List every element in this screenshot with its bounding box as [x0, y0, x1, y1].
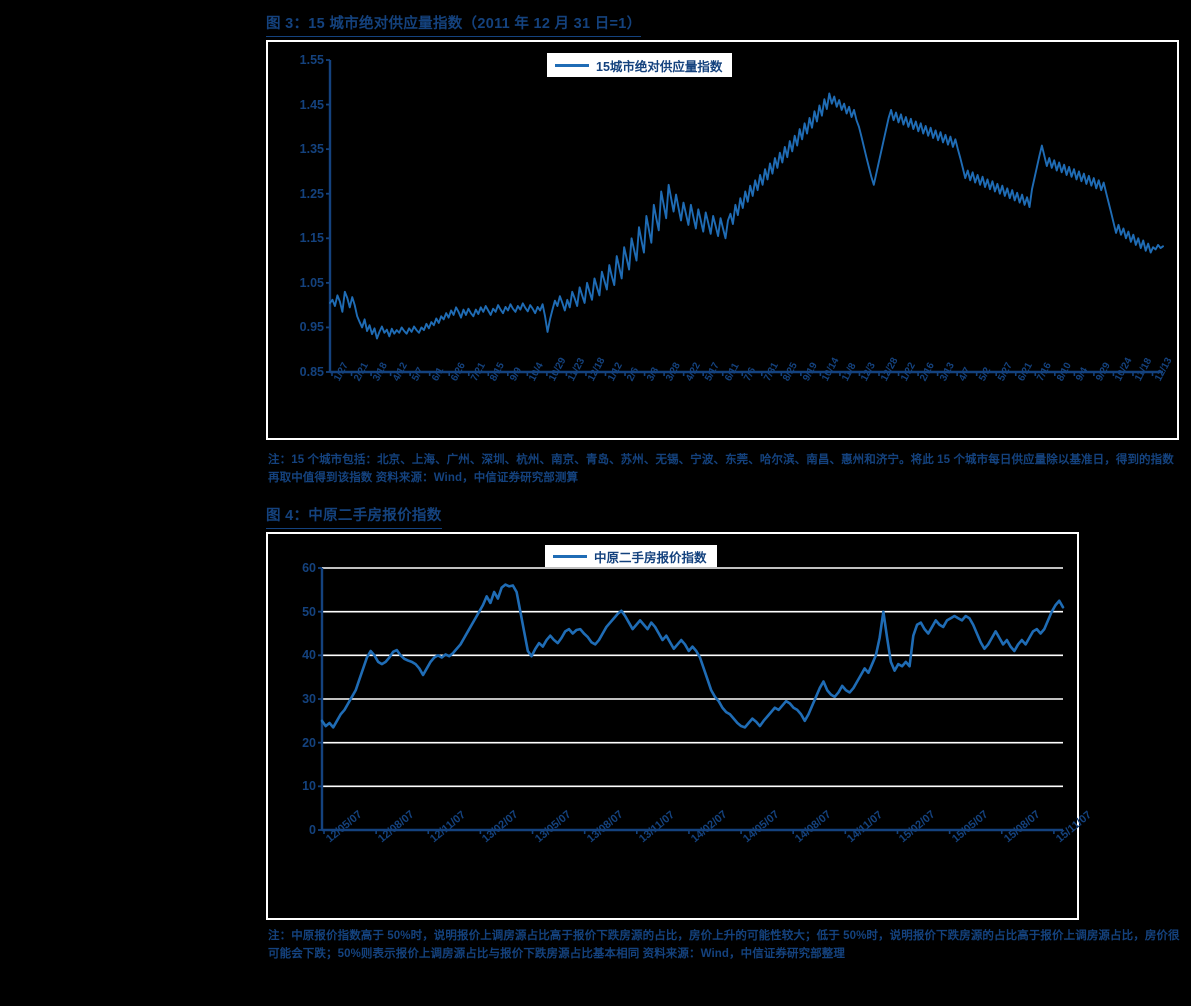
- y-axis-tick-label: 60: [302, 561, 316, 575]
- y-axis-tick-label: 50: [302, 604, 316, 619]
- y-axis-tick-label: 1.25: [299, 186, 324, 201]
- figure3-chart-frame: 0.85 0.95 1.05 1.15 1.25 1.35 1.45 1.55 1/27 2/21…: [266, 40, 1179, 440]
- fig4-plot-svg: [318, 567, 1065, 834]
- data-series-line: [320, 583, 1065, 729]
- figure3-legend-label: 15城市绝对供应量指数: [596, 59, 723, 74]
- legend-line-swatch-icon: [553, 554, 587, 558]
- figure4-legend-label: 中原二手房报价指数: [594, 550, 707, 565]
- figure3-title-underline: [266, 35, 642, 37]
- y-axis-tick-label: 1.05: [299, 275, 324, 290]
- figure3-title: 图 3：15 城市绝对供应量指数（2011 年 12 月 31 日=1）: [266, 12, 642, 37]
- y-axis-tick-label: 1.15: [299, 231, 324, 246]
- y-axis-tick-label: 10: [302, 779, 316, 794]
- y-axis-tick-label: 0.85: [299, 365, 324, 379]
- y-axis-tick-label: 20: [302, 735, 316, 750]
- data-series-line: [329, 92, 1164, 340]
- figure3-plot: 0.85 0.95 1.05 1.15 1.25 1.35 1.45 1.55 1/27 2/21…: [268, 42, 1177, 438]
- legend-line-swatch-icon: [555, 63, 589, 67]
- figure4-legend: 中原二手房报价指数: [545, 545, 717, 567]
- y-axis-tick-label: 1.55: [299, 53, 324, 67]
- figure4-chart-frame: 0 10 20 30 40 50 60 12/05/07 12/08/07 12/11/07 13/…: [266, 532, 1094, 920]
- y-axis-tick-label: 1.35: [299, 142, 324, 157]
- fig3-plot-svg: [326, 59, 1164, 376]
- y-axis-tick-label: 0.95: [299, 320, 324, 335]
- figure3-legend: 15城市绝对供应量指数: [547, 53, 733, 77]
- figure4-title: 图 4：中原二手房报价指数: [266, 504, 442, 529]
- y-axis-tick-label: 0: [309, 823, 316, 837]
- y-axis-tick-label: 1.45: [299, 97, 324, 112]
- figure4-note: 注：中原报价指数高于 50%时，说明报价上调房源占比高于报价下跌房源的占比，房价…: [268, 930, 1180, 960]
- figure4-title-underline: [266, 527, 442, 529]
- y-axis-tick-label: 30: [302, 692, 316, 706]
- figure3-note: 注：15 个城市包括：北京、上海、广州、深圳、杭州、南京、青岛、苏州、无锡、宁波…: [268, 454, 1174, 484]
- y-axis-tick-label: 40: [302, 648, 316, 663]
- figure4-plot: 0 10 20 30 40 50 60 12/05/07 12/08/07 12/11/07 13/…: [268, 534, 1094, 918]
